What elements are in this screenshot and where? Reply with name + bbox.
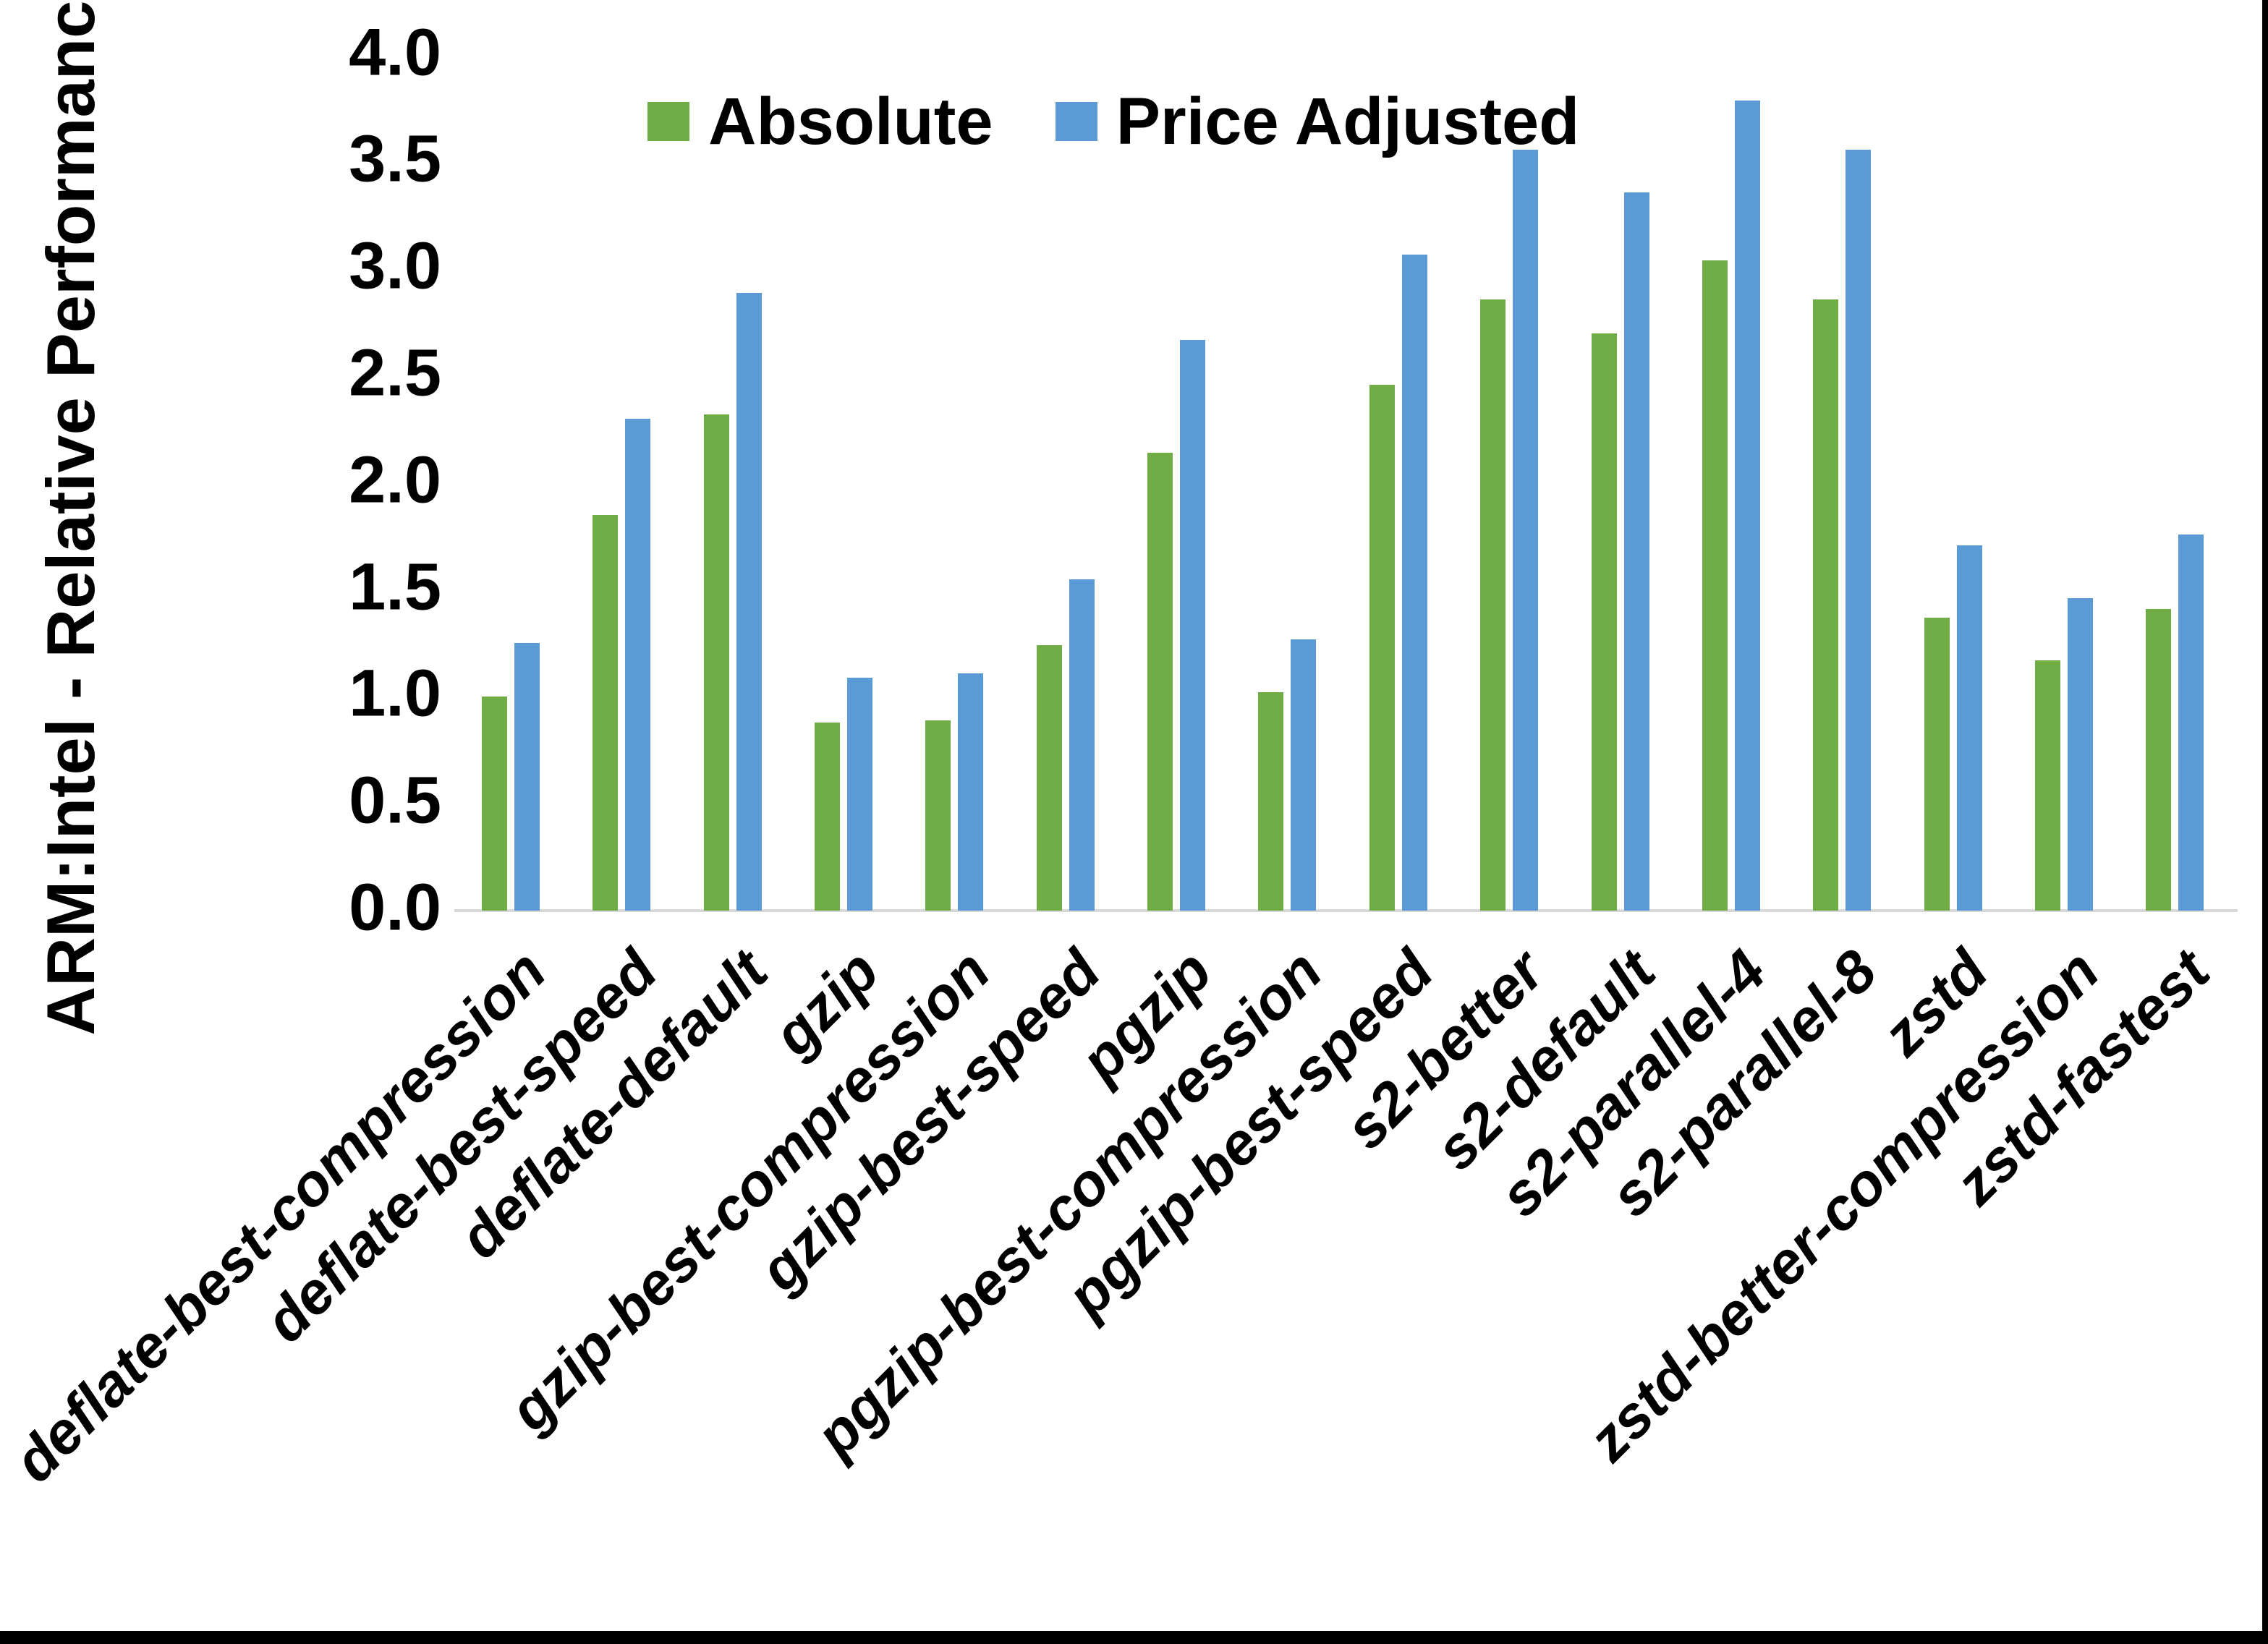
bar-absolute-s2-better	[1480, 299, 1505, 911]
bar-price-adjusted-deflate-best-speed	[625, 419, 650, 911]
bar-price-adjusted-zstd-fastest	[2178, 534, 2204, 911]
bar-price-adjusted-pgzip-best-speed	[1402, 255, 1427, 911]
y-tick-label-0.5: 0.5	[349, 763, 441, 838]
bar-absolute-pgzip	[1147, 453, 1173, 911]
bar-price-adjusted-gzip-best-compression	[958, 673, 983, 911]
bar-price-adjusted-gzip-best-speed	[1069, 579, 1095, 911]
bar-absolute-s2-default	[1592, 333, 1617, 911]
bar-price-adjusted-s2-parallel-8	[1846, 150, 1871, 911]
legend-item-price-adjusted: Price Adjusted	[1055, 85, 1580, 158]
bar-absolute-gzip	[815, 723, 840, 911]
bar-absolute-s2-parallel-4	[1702, 260, 1728, 911]
y-tick-label-1.5: 1.5	[349, 549, 441, 623]
bar-absolute-gzip-best-compression	[925, 720, 951, 911]
x-axis-line	[454, 909, 2238, 912]
bar-absolute-gzip-best-speed	[1037, 645, 1062, 911]
bar-absolute-zstd	[1924, 618, 1950, 911]
y-tick-label-0.0: 0.0	[349, 870, 441, 945]
bar-price-adjusted-deflate-best-compression	[514, 643, 540, 911]
y-tick-label-1.0: 1.0	[349, 656, 441, 731]
bar-price-adjusted-pgzip	[1180, 340, 1205, 911]
legend-swatch-icon	[647, 102, 689, 141]
y-axis-title: ARM:Intel - Relative Performance	[33, 0, 109, 1036]
bar-price-adjusted-gzip	[847, 678, 872, 911]
bar-price-adjusted-zstd	[1957, 545, 1982, 911]
screenshot-bottom-border	[0, 1631, 2268, 1644]
bar-absolute-zstd-fastest	[2146, 609, 2171, 911]
bar-price-adjusted-zstd-better-compression	[2068, 598, 2093, 911]
y-tick-label-2.5: 2.5	[349, 336, 441, 410]
screenshot-right-border	[2262, 0, 2268, 1644]
bar-absolute-pgzip-best-compression	[1258, 692, 1283, 911]
bar-absolute-deflate-default	[704, 414, 729, 911]
bar-absolute-pgzip-best-speed	[1369, 385, 1395, 911]
bar-price-adjusted-s2-parallel-4	[1735, 101, 1760, 911]
legend-swatch-icon	[1055, 102, 1097, 141]
y-tick-label-3.5: 3.5	[349, 122, 441, 196]
bar-price-adjusted-s2-default	[1624, 192, 1649, 911]
bar-absolute-deflate-best-speed	[593, 515, 618, 911]
bar-absolute-deflate-best-compression	[482, 697, 507, 911]
bar-price-adjusted-pgzip-best-compression	[1291, 639, 1316, 911]
bar-price-adjusted-deflate-default	[736, 293, 762, 911]
y-tick-label-2.0: 2.0	[349, 442, 441, 516]
legend-item-absolute: Absolute	[647, 88, 993, 155]
bar-price-adjusted-s2-better	[1513, 150, 1538, 911]
bar-absolute-zstd-better-compression	[2035, 660, 2060, 911]
y-tick-label-3.0: 3.0	[349, 229, 441, 303]
legend-label: Price Adjusted	[1116, 85, 1580, 158]
legend-label: Absolute	[708, 85, 993, 158]
legend: Absolute Price Adjusted	[647, 88, 1579, 155]
bar-absolute-s2-parallel-8	[1813, 299, 1838, 911]
y-tick-label-4.0: 4.0	[349, 14, 441, 89]
